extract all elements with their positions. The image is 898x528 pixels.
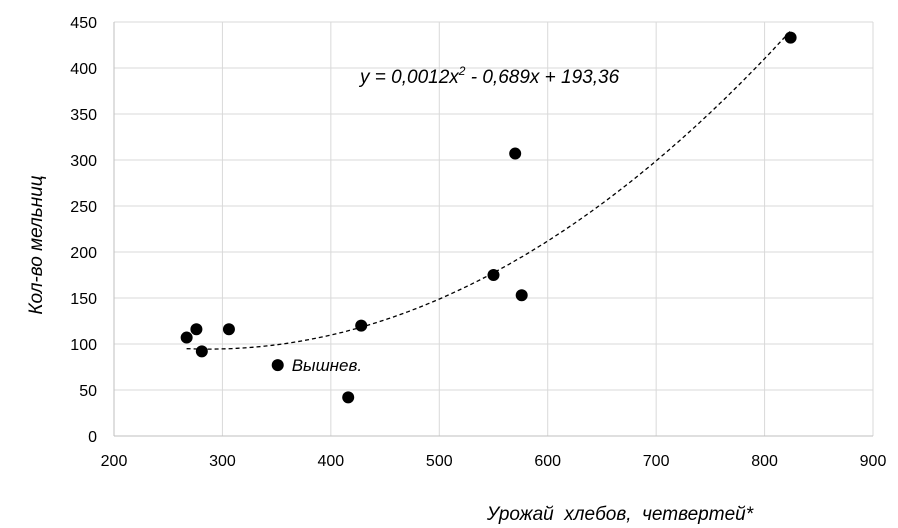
trendline <box>186 30 792 350</box>
x-axis-title: Урожай хлебов, четвертей* <box>486 504 754 525</box>
data-point <box>271 359 284 372</box>
data-point <box>515 289 528 302</box>
x-tick-label: 800 <box>751 453 778 470</box>
data-point <box>487 269 500 281</box>
y-tick-label: 450 <box>70 15 97 32</box>
data-point <box>784 31 797 44</box>
tick-labels: 200 300 400 500 600 700 800 900 0 50 100 150 200 250 3… <box>70 15 886 470</box>
data-point <box>180 331 193 344</box>
y-tick-label: 0 <box>88 429 97 446</box>
y-tick-label: 50 <box>79 383 97 400</box>
trendline-equation: y = 0,0012x2 - 0,689x + 193,36 <box>358 64 620 88</box>
x-tick-label: 500 <box>426 453 453 470</box>
y-tick-label: 200 <box>70 245 97 262</box>
x-tick-label: 200 <box>101 453 128 470</box>
point-annotations: Вышнев. <box>292 356 362 375</box>
data-point <box>222 323 235 336</box>
y-axis-title: Кол-во мельниц <box>26 175 47 314</box>
equation-suffix: - 0,689x + 193,36 <box>465 67 619 88</box>
equation-prefix: y = 0,0012x <box>358 67 460 88</box>
data-point <box>342 391 355 404</box>
x-tick-label: 900 <box>860 453 887 470</box>
gridlines <box>114 21 874 436</box>
y-tick-label: 250 <box>70 199 97 216</box>
y-tick-label: 350 <box>70 107 97 124</box>
equation-exponent: 2 <box>458 64 466 78</box>
axes <box>113 22 873 437</box>
point-label: Вышнев. <box>292 356 362 375</box>
data-point <box>355 319 368 332</box>
x-tick-label: 400 <box>318 453 345 470</box>
data-point <box>509 147 522 160</box>
x-tick-label: 700 <box>643 453 670 470</box>
data-points <box>180 31 797 404</box>
y-tick-label: 100 <box>70 337 97 354</box>
data-point <box>190 323 203 336</box>
data-point <box>195 345 208 358</box>
y-tick-label: 150 <box>70 291 97 308</box>
x-tick-label: 300 <box>209 453 236 470</box>
y-tick-label: 300 <box>70 153 97 170</box>
y-tick-label: 400 <box>70 61 97 78</box>
x-tick-label: 600 <box>534 453 561 470</box>
